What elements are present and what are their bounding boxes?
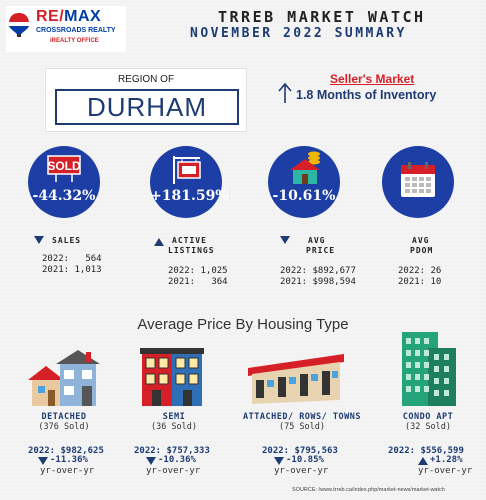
- semi-change: -10.36%: [158, 455, 196, 465]
- months-of-inventory: 1.8 Months of Inventory: [296, 88, 437, 102]
- avg-pdom-label-1: AVG: [412, 236, 430, 245]
- logo-brokerage-name: CROSSROADS REALTY: [36, 27, 116, 34]
- townhouse-price: 2022: $795,563: [262, 446, 338, 456]
- sales-label: SALES: [52, 236, 82, 245]
- avg-price-change: -10.61%: [272, 188, 336, 204]
- townhouse-yoy: yr-over-yr: [274, 466, 329, 476]
- townhouse-sold: (75 Sold): [278, 422, 326, 432]
- up-arrow-icon: [278, 82, 292, 103]
- house-coins-icon: [290, 151, 320, 184]
- semi-label: SEMI: [162, 412, 186, 422]
- townhouse-label: ATTACHED/ ROWS/ TOWNS: [243, 412, 361, 422]
- detached-change: -11.36%: [50, 455, 88, 465]
- brokerage-logo: RE/MAX CROSSROADS REALTY iREALTY OFFICE: [6, 6, 126, 52]
- down-triangle-icon: [34, 236, 44, 244]
- condo-tower-icon: [402, 332, 456, 406]
- down-triangle-icon: [280, 236, 290, 244]
- avg-price-label-1: AVG: [308, 236, 326, 245]
- sales-change: -44.32%: [32, 188, 96, 204]
- active-2022: 2022: 1,025: [168, 266, 228, 276]
- townhouse-change: -10.85%: [286, 455, 324, 465]
- avg-pdom-2022: 2022: 26: [398, 266, 442, 276]
- logo-office-text: iREALTY OFFICE: [50, 38, 99, 44]
- page-title: TRREB MARKET WATCH: [218, 8, 426, 26]
- semi-price: 2022: $757,333: [134, 446, 210, 456]
- page-subtitle: NOVEMBER 2022 SUMMARY: [190, 26, 407, 41]
- region-name: DURHAM: [55, 89, 239, 125]
- sales-circle: SOLD -44.32%: [28, 146, 100, 218]
- semi-sold: (36 Sold): [150, 422, 198, 432]
- down-triangle-icon: [146, 457, 156, 465]
- detached-label: DETACHED: [41, 412, 87, 422]
- svg-text:SOLD: SOLD: [47, 159, 81, 173]
- active-2021: 2021: 364: [168, 277, 228, 287]
- avg-price-2022: 2022: $892,677: [280, 266, 356, 276]
- up-triangle-icon: [418, 457, 428, 465]
- logo-remax-text: RE/MAX: [36, 8, 102, 25]
- source-note: SOURCE: /www.trreb.ca/index.php/market-n…: [292, 487, 445, 493]
- section-title: Average Price By Housing Type: [137, 316, 349, 333]
- avg-price-2021: 2021: $998,594: [280, 277, 356, 287]
- region-label: REGION OF: [117, 74, 175, 85]
- detached-yoy: yr-over-yr: [40, 466, 95, 476]
- down-triangle-icon: [38, 457, 48, 465]
- market-status: Seller's Market: [330, 72, 415, 86]
- avg-price-circle: -10.61%: [268, 146, 340, 218]
- avg-pdom-label-2: PDOM: [410, 246, 434, 255]
- condo-label: CONDO APT: [402, 412, 454, 422]
- condo-price: 2022: $556,599: [388, 446, 464, 456]
- active-label-2: LISTINGS: [168, 246, 215, 255]
- active-listings-circle: +181.59%: [150, 146, 229, 218]
- calendar-icon: [401, 162, 435, 197]
- townhouse-icon: [248, 354, 344, 404]
- up-triangle-icon: [154, 238, 164, 246]
- detached-price: 2022: $982,625: [28, 446, 104, 456]
- semi-house-icon: [140, 348, 204, 406]
- balloon-logo-icon: [9, 13, 29, 37]
- detached-sold: (376 Sold): [38, 422, 90, 432]
- sales-2022: 2022: 564: [42, 254, 102, 264]
- avg-pdom-circle: [382, 146, 454, 218]
- condo-yoy: yr-over-yr: [418, 466, 473, 476]
- active-label-1: ACTIVE: [172, 236, 207, 245]
- condo-change: +1.28%: [430, 455, 463, 465]
- condo-sold: (32 Sold): [404, 422, 452, 432]
- sales-2021: 2021: 1,013: [42, 265, 102, 275]
- detached-house-icon: [28, 350, 100, 406]
- avg-price-label-2: PRICE: [306, 246, 336, 255]
- for-sale-sign-icon: [173, 156, 201, 184]
- semi-yoy: yr-over-yr: [146, 466, 201, 476]
- avg-pdom-2021: 2021: 10: [398, 277, 442, 287]
- sold-sign-icon: SOLD: [47, 155, 81, 182]
- down-triangle-icon: [274, 457, 284, 465]
- region-card: REGION OF DURHAM: [45, 68, 247, 132]
- active-listings-change: +181.59%: [150, 188, 229, 204]
